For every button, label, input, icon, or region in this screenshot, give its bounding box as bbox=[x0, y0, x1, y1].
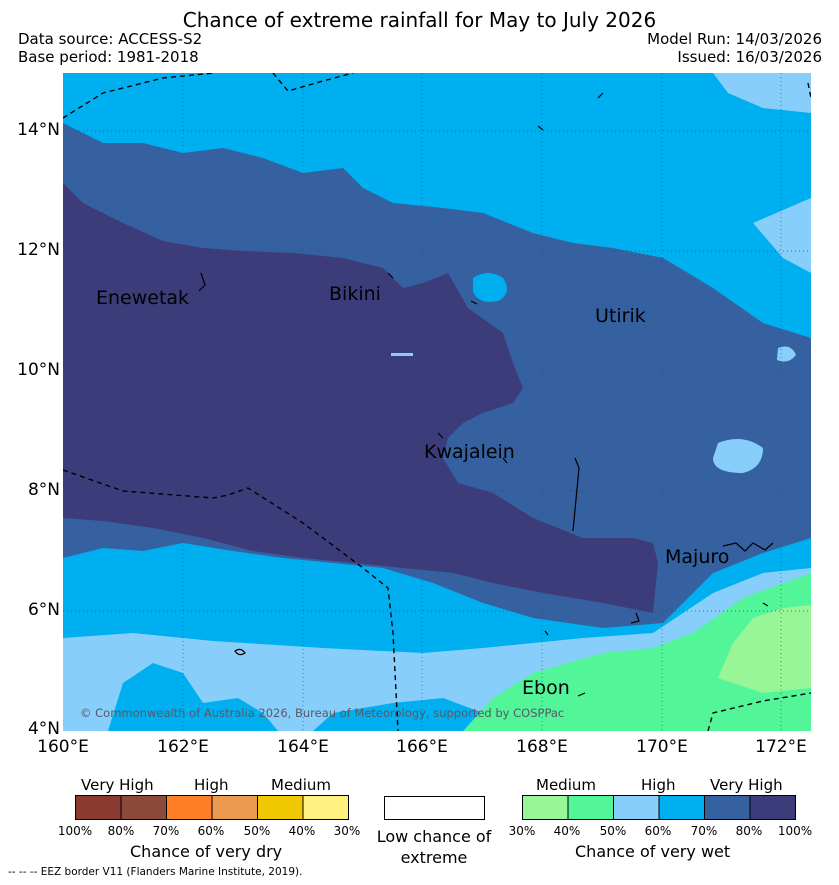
dry-tick-70: 70% bbox=[152, 824, 180, 838]
wet-50-zone-ne bbox=[713, 73, 811, 113]
wet-tick-60: 60% bbox=[644, 824, 672, 838]
dry-tick-60: 60% bbox=[197, 824, 225, 838]
dry-tick-50: 50% bbox=[243, 824, 271, 838]
dry-swatch-0 bbox=[75, 795, 122, 820]
wet-40-zone bbox=[463, 573, 811, 731]
eez-border bbox=[63, 73, 811, 731]
wet-50-zone-e bbox=[753, 198, 811, 273]
wet-heading-high: High bbox=[641, 776, 676, 794]
place-bikini: Bikini bbox=[329, 283, 381, 305]
lon-tick-160e: 160°E bbox=[37, 737, 89, 757]
wet-60-zone-s bbox=[313, 698, 483, 731]
wet-tick-30: 30% bbox=[508, 824, 536, 838]
place-kwajalein: Kwajalein bbox=[424, 441, 515, 463]
wet-swatch-5 bbox=[749, 795, 796, 820]
place-utirik: Utirik bbox=[595, 305, 646, 327]
islands bbox=[198, 92, 774, 697]
lat-tick-14n: 14°N bbox=[17, 120, 60, 140]
dry-swatch-1 bbox=[120, 795, 167, 820]
dry-swatch-5 bbox=[302, 795, 349, 820]
wet-swatch-1 bbox=[567, 795, 614, 820]
lon-tick-172e: 172°E bbox=[755, 737, 807, 757]
rainfall-map bbox=[63, 73, 811, 731]
eez-border-note: -- -- -- EEZ border V11 (Flanders Marine… bbox=[8, 866, 303, 878]
lat-tick-12n: 12°N bbox=[17, 240, 60, 260]
stripe-artifact bbox=[391, 353, 413, 356]
copyright-notice: © Commonwealth of Australia 2026, Bureau… bbox=[80, 706, 565, 720]
issued-label: Issued: 16/03/2026 bbox=[677, 48, 822, 66]
wet-heading-medium: Medium bbox=[536, 776, 596, 794]
wet-80-zone bbox=[63, 183, 658, 613]
lon-tick-170e: 170°E bbox=[636, 737, 688, 757]
lon-tick-166e: 166°E bbox=[396, 737, 448, 757]
wet-60-zone-sw bbox=[108, 663, 278, 731]
wet-tick-100: 100% bbox=[777, 824, 813, 838]
wet-heading-very-high: Very High bbox=[710, 776, 783, 794]
dry-swatch-4 bbox=[257, 795, 304, 820]
lat-tick-6n: 6°N bbox=[27, 600, 60, 620]
data-source-label: Data source: ACCESS-S2 bbox=[18, 30, 203, 48]
model-run-label: Model Run: 14/03/2026 bbox=[647, 30, 822, 48]
wet-swatch-4 bbox=[704, 795, 751, 820]
wet-legend-title: Chance of very wet bbox=[575, 842, 731, 861]
low-chance-label: Low chance of extreme bbox=[376, 827, 492, 867]
dry-heading-very-high: Very High bbox=[81, 776, 154, 794]
lat-tick-8n: 8°N bbox=[27, 480, 60, 500]
map-title: Chance of extreme rainfall for May to Ju… bbox=[182, 8, 657, 32]
wet-swatch-3 bbox=[658, 795, 705, 820]
wet-swatch-0 bbox=[522, 795, 569, 820]
wet-colorbar bbox=[522, 795, 796, 820]
place-enewetak: Enewetak bbox=[96, 287, 190, 309]
lon-tick-164e: 164°E bbox=[277, 737, 329, 757]
graticule bbox=[63, 73, 811, 731]
wet-50-hole-c bbox=[777, 346, 796, 362]
dry-colorbar bbox=[75, 795, 349, 820]
lat-tick-4n: 4°N bbox=[27, 719, 60, 739]
wet-swatch-2 bbox=[613, 795, 660, 820]
dry-heading-high: High bbox=[194, 776, 229, 794]
base-period-label: Base period: 1981-2018 bbox=[18, 48, 199, 66]
lon-tick-162e: 162°E bbox=[157, 737, 209, 757]
dry-legend-title: Chance of very dry bbox=[130, 842, 283, 861]
dry-tick-30: 30% bbox=[333, 824, 361, 838]
low-chance-swatch bbox=[384, 796, 485, 820]
lat-tick-10n: 10°N bbox=[17, 360, 60, 380]
lon-tick-168e: 168°E bbox=[516, 737, 568, 757]
dry-heading-medium: Medium bbox=[271, 776, 331, 794]
dry-tick-100: 100% bbox=[57, 824, 93, 838]
dry-swatch-2 bbox=[166, 795, 213, 820]
wet-tick-80: 80% bbox=[735, 824, 763, 838]
wet-tick-50: 50% bbox=[599, 824, 627, 838]
place-ebon: Ebon bbox=[522, 677, 570, 699]
wet-tick-70: 70% bbox=[690, 824, 718, 838]
wet-30-zone bbox=[718, 605, 811, 693]
dry-swatch-3 bbox=[211, 795, 258, 820]
wet-50-hole-b bbox=[713, 439, 763, 473]
dry-tick-80: 80% bbox=[107, 824, 135, 838]
dry-tick-40: 40% bbox=[288, 824, 316, 838]
place-majuro: Majuro bbox=[665, 546, 730, 568]
wet-60-hole-a bbox=[473, 273, 507, 302]
wet-tick-40: 40% bbox=[553, 824, 581, 838]
